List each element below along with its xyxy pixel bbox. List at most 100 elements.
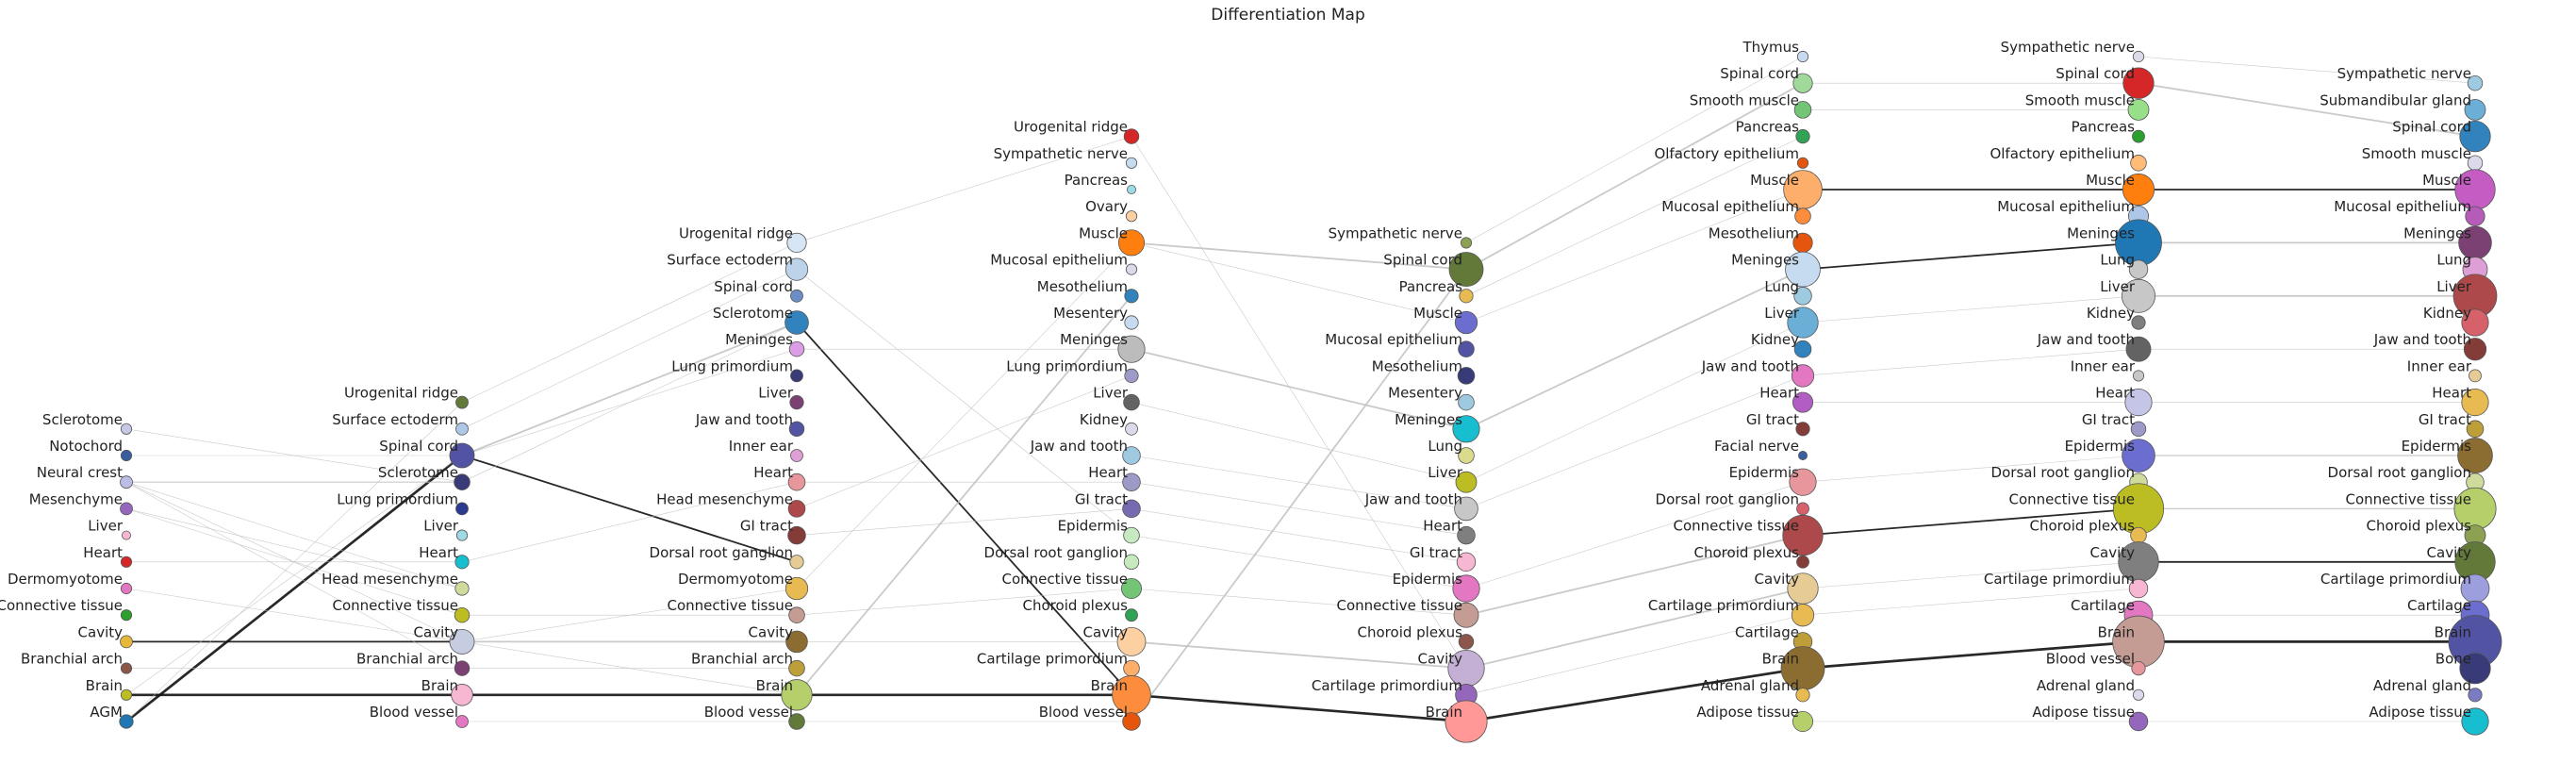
node-label: Cavity	[1418, 651, 1463, 668]
node-label: Liver	[1764, 305, 1800, 322]
node-group: Heart	[1423, 518, 1476, 545]
node-label: Blood vessel	[370, 704, 458, 721]
node-point	[120, 556, 133, 568]
node-label: Pancreas	[2072, 119, 2136, 136]
node-point	[2121, 278, 2155, 313]
node-label: Heart	[1088, 464, 1128, 481]
edge-line	[1465, 322, 1804, 483]
node-label: Dorsal root ganglion	[650, 544, 793, 561]
node-label: Blood vessel	[1039, 704, 1128, 721]
node-point	[1795, 688, 1810, 703]
edge-line	[1465, 82, 1804, 271]
node-group: Jaw and tooth	[2373, 331, 2487, 361]
node-label: Spinal cord	[1383, 252, 1462, 269]
node-point	[455, 502, 469, 516]
node-label: Cartilage	[1735, 623, 1799, 640]
node-point	[454, 581, 470, 596]
node-label: Bone	[2436, 651, 2471, 668]
node-point	[2467, 75, 2484, 91]
node-point	[1122, 473, 1141, 491]
node-point	[2124, 389, 2153, 417]
node-point	[120, 475, 133, 489]
node-label: Heart	[753, 464, 793, 481]
node-group: Liver	[1764, 305, 1819, 339]
node-label: GI tract	[1746, 411, 1799, 428]
node-point	[1123, 128, 1140, 144]
node-group: Mesenchyme	[29, 490, 133, 516]
node-label: Choroid plexus	[1694, 544, 1800, 561]
node-group: Facial nerve	[1714, 438, 1808, 460]
node-label: Cavity	[749, 623, 794, 640]
node-group: Meninges	[2403, 224, 2492, 260]
node-label: Mesothelium	[1709, 224, 1799, 241]
node-point	[1116, 627, 1147, 656]
node-label: Surface ectoderm	[667, 252, 793, 269]
node-point	[788, 421, 805, 438]
edge-line	[2138, 56, 2476, 84]
edge-line	[1131, 640, 1467, 670]
node-group: Blood vessel	[2046, 651, 2146, 676]
node-point	[1791, 604, 1815, 627]
node-point	[2466, 420, 2485, 439]
node-label: Head mesenchyme	[322, 571, 458, 588]
edge-line	[2138, 82, 2476, 138]
node-point	[455, 529, 469, 541]
node-point	[1789, 468, 1817, 496]
node-label: Brain	[2098, 623, 2135, 640]
node-point	[1460, 237, 1473, 249]
node-label: Brain	[1091, 677, 1128, 694]
node-group: Mesothelium	[1037, 278, 1139, 304]
node-label: Choroid plexus	[1358, 623, 1463, 640]
node-group: Cartilage	[1735, 623, 1813, 652]
node-group: Dorsal root ganglion	[984, 544, 1140, 571]
node-point	[2128, 578, 2149, 599]
node-point	[788, 659, 805, 677]
node-label: Kidney	[2087, 305, 2135, 322]
node-label: Kidney	[1080, 411, 1128, 428]
node-label: Smooth muscle	[1690, 91, 1799, 108]
node-group: Epidermis	[1729, 464, 1817, 496]
node-group: Head mesenchyme	[656, 490, 806, 518]
node-group: Dorsal root ganglion	[2328, 464, 2485, 491]
node-label: Heart	[1423, 518, 1462, 535]
node-point	[1782, 514, 1824, 556]
node-label: Liver	[2100, 278, 2136, 295]
node-group: Surface ectoderm	[332, 411, 469, 436]
edge-line	[796, 322, 1132, 696]
node-label: Mucosal epithelium	[990, 252, 1128, 269]
node-group: Submandibular gland	[2320, 91, 2486, 121]
node-label: Urogenital ridge	[679, 224, 793, 241]
node-point	[449, 628, 475, 655]
node-label: Meninges	[1395, 411, 1462, 428]
node-group: Muscle	[1079, 224, 1146, 257]
node-group: Meninges	[1731, 252, 1821, 288]
node-point	[1120, 577, 1143, 600]
node-group: Olfactory epithelium	[1654, 145, 1809, 169]
edge-line	[1465, 268, 1804, 430]
node-point	[1792, 391, 1814, 413]
node-point	[455, 715, 469, 728]
node-group: Jaw and tooth	[695, 411, 805, 438]
node-group: Cartilage primordium	[1648, 597, 1815, 627]
node-label: Inner ear	[2071, 357, 2136, 374]
node-label: Mesenchyme	[29, 490, 123, 507]
node-group: Pancreas	[1065, 172, 1137, 194]
node-point	[1452, 574, 1480, 603]
edge-line	[1802, 455, 2139, 483]
node-point	[2465, 206, 2485, 226]
node-group: Sympathetic nerve	[1329, 224, 1473, 249]
node-point	[1798, 450, 1808, 460]
edge-line	[461, 269, 798, 430]
node-label: Cavity	[1755, 571, 1800, 588]
node-group: Sympathetic nerve	[2001, 39, 2145, 63]
node-group: Choroid plexus	[1358, 623, 1475, 650]
node-point	[1127, 184, 1137, 194]
node-point	[1125, 263, 1138, 275]
node-point	[454, 555, 470, 570]
node-label: GI tract	[740, 518, 793, 535]
node-group: Adrenal gland	[2037, 677, 2145, 701]
node-group: Jaw and tooth	[1030, 438, 1141, 465]
node-group: Blood vessel	[1039, 704, 1141, 731]
node-group: Kidney	[1080, 411, 1138, 436]
